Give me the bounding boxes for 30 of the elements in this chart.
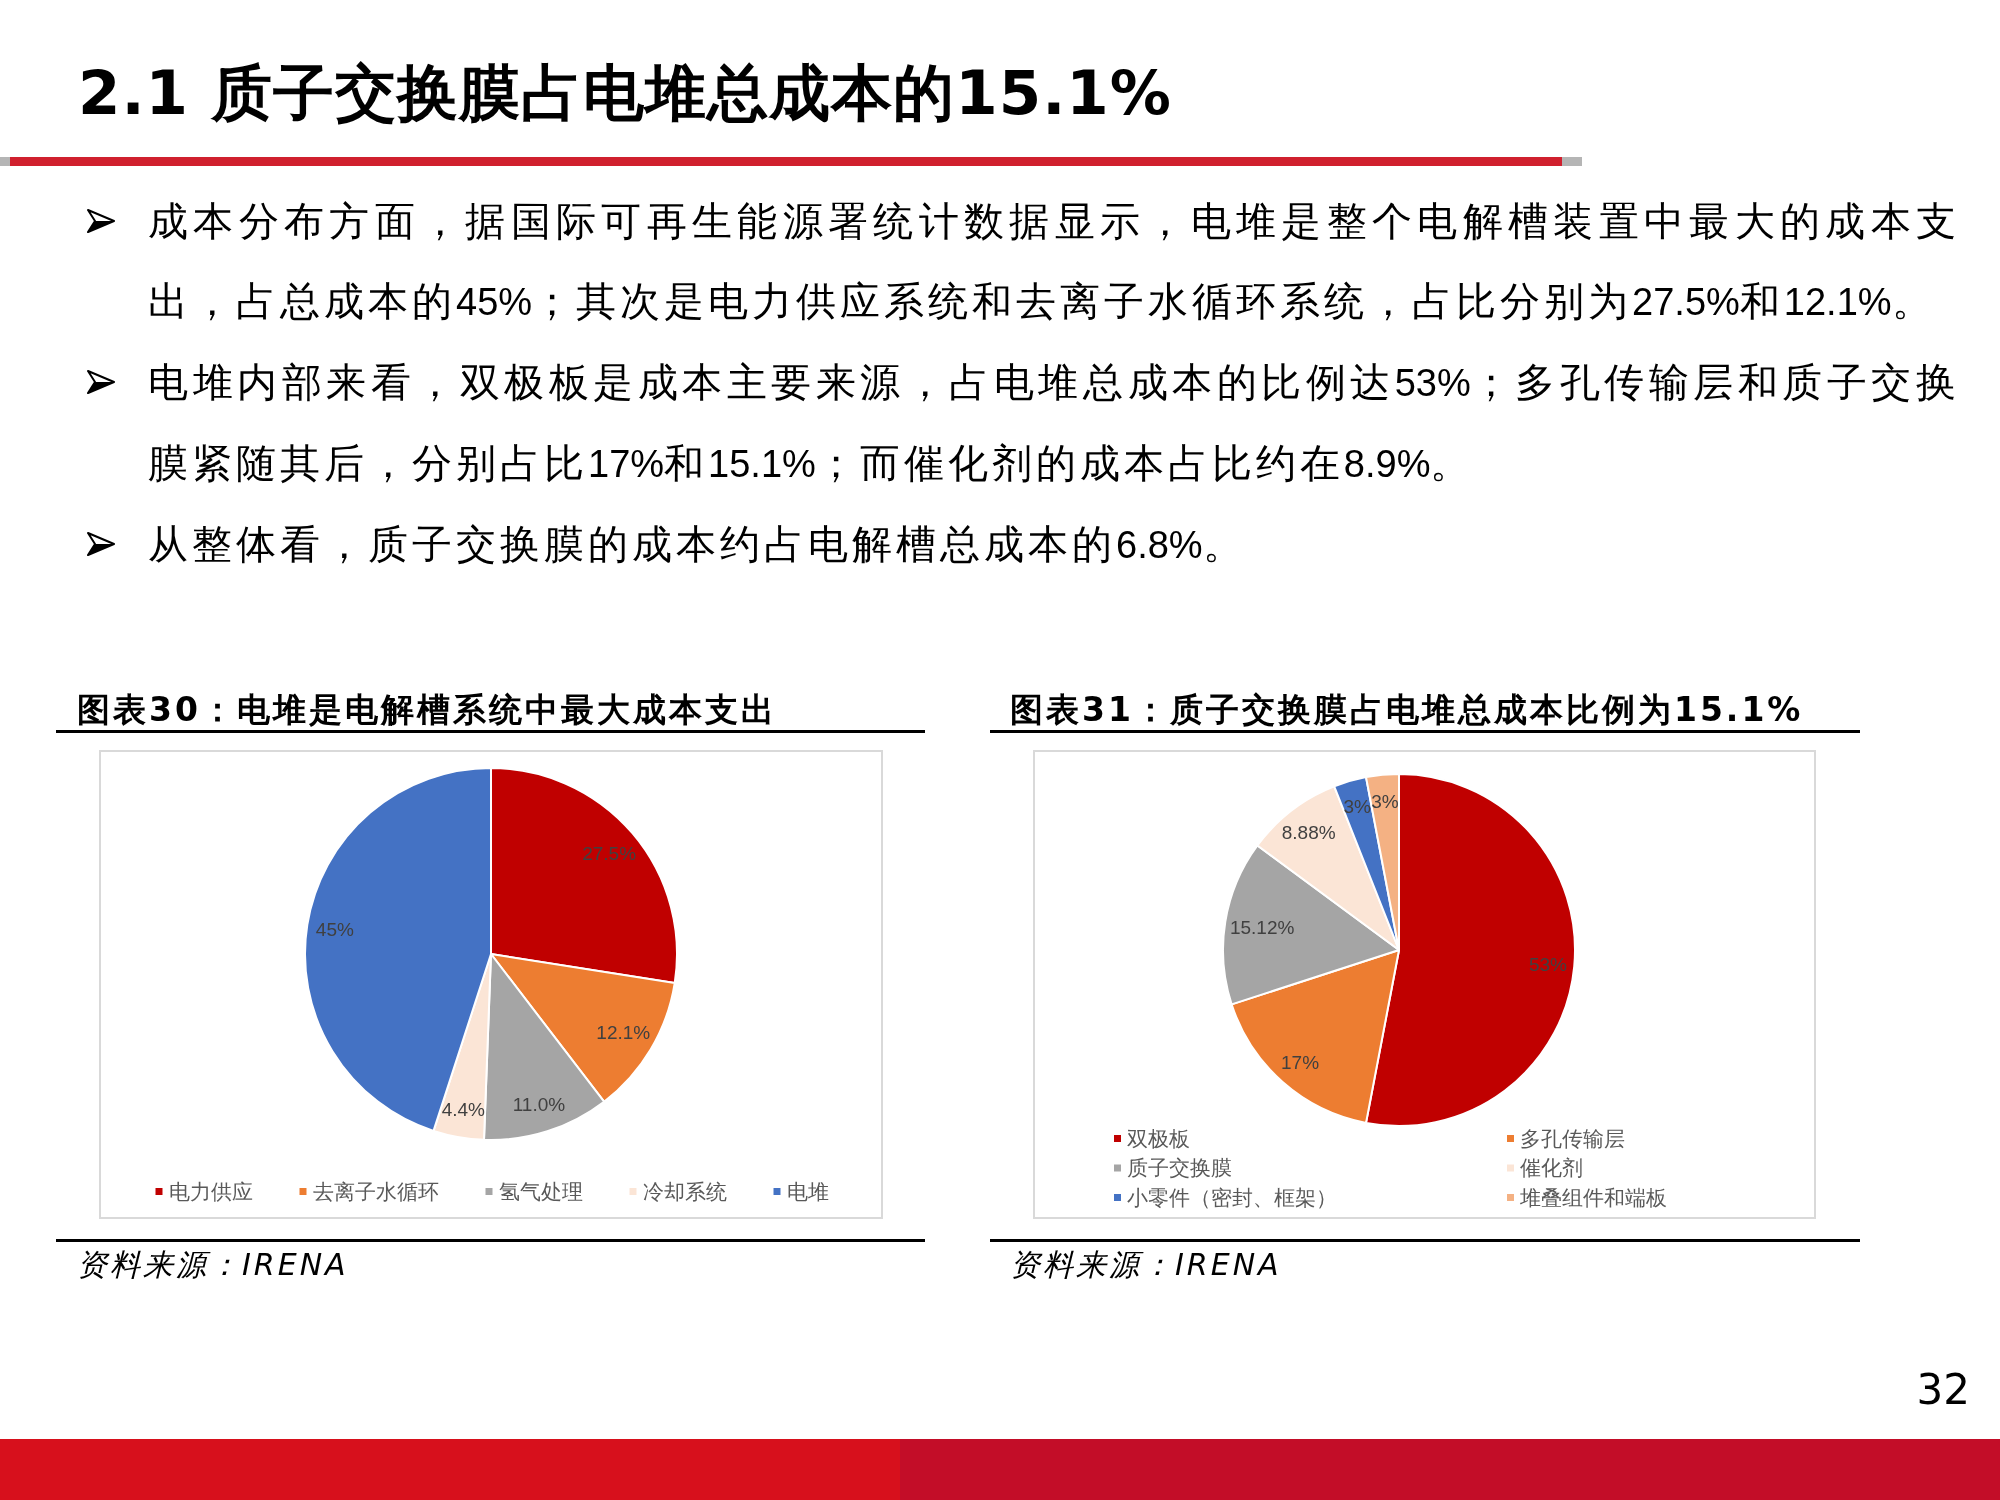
text: 资料来源：IRENA [77, 1246, 349, 1284]
data-label: 15.12% [1229, 917, 1295, 939]
legend-label: 催化剂 [1520, 1156, 1583, 1180]
legend-label: 电堆 [786, 1179, 829, 1204]
chart-title: 图表31：质子交换膜占电堆总成本比例为15.1% [1010, 690, 1804, 730]
text: 从整体看，质子交换膜的成本约占电解槽总成本的6.8%。 [148, 520, 1248, 569]
legend-label: 堆叠组件和端板 [1519, 1185, 1667, 1210]
data-label: 45% [315, 918, 354, 940]
data-label: 11.0% [512, 1094, 566, 1116]
legend-label: 氢气处理 [498, 1179, 583, 1204]
legend-label: 去离子水循环 [312, 1179, 439, 1204]
legend-label: 多孔传输层 [1520, 1126, 1625, 1151]
legend-label: 小零件（密封、框架） [1127, 1185, 1337, 1210]
data-label: 17% [1281, 1051, 1320, 1073]
data-label: 53% [1528, 953, 1568, 975]
data-label: 3% [1371, 790, 1399, 812]
data-label: 8.88% [1281, 822, 1336, 844]
data-label: 12.1% [596, 1022, 651, 1044]
data-label: 3% [1343, 795, 1372, 817]
text: 2.1 质子交换膜占电堆总成本的15.1% [78, 56, 1172, 130]
text: 32 [1916, 1365, 1970, 1414]
data-label: 27.5% [582, 842, 637, 864]
legend-label: 电力供应 [168, 1179, 253, 1204]
legend-label: 双极板 [1127, 1126, 1190, 1151]
text: 成本分布方面，据国际可再生能源署统计数据显示，电堆是整个电解槽装置中最大的成本支出，占总成本的45%；其次是电力供应系统和去离子水循环系统，占比分别为27.5%和12.1%。 [148, 197, 1960, 326]
legend-label: 冷却系统 [642, 1179, 727, 1204]
legend-label: 质子交换膜 [1127, 1156, 1232, 1180]
chart-title: 图表30：电堆是电解槽系统中最大成本支出 [77, 690, 777, 730]
data-label: 4.4% [441, 1099, 486, 1121]
text: 资料来源：IRENA [1010, 1246, 1282, 1284]
